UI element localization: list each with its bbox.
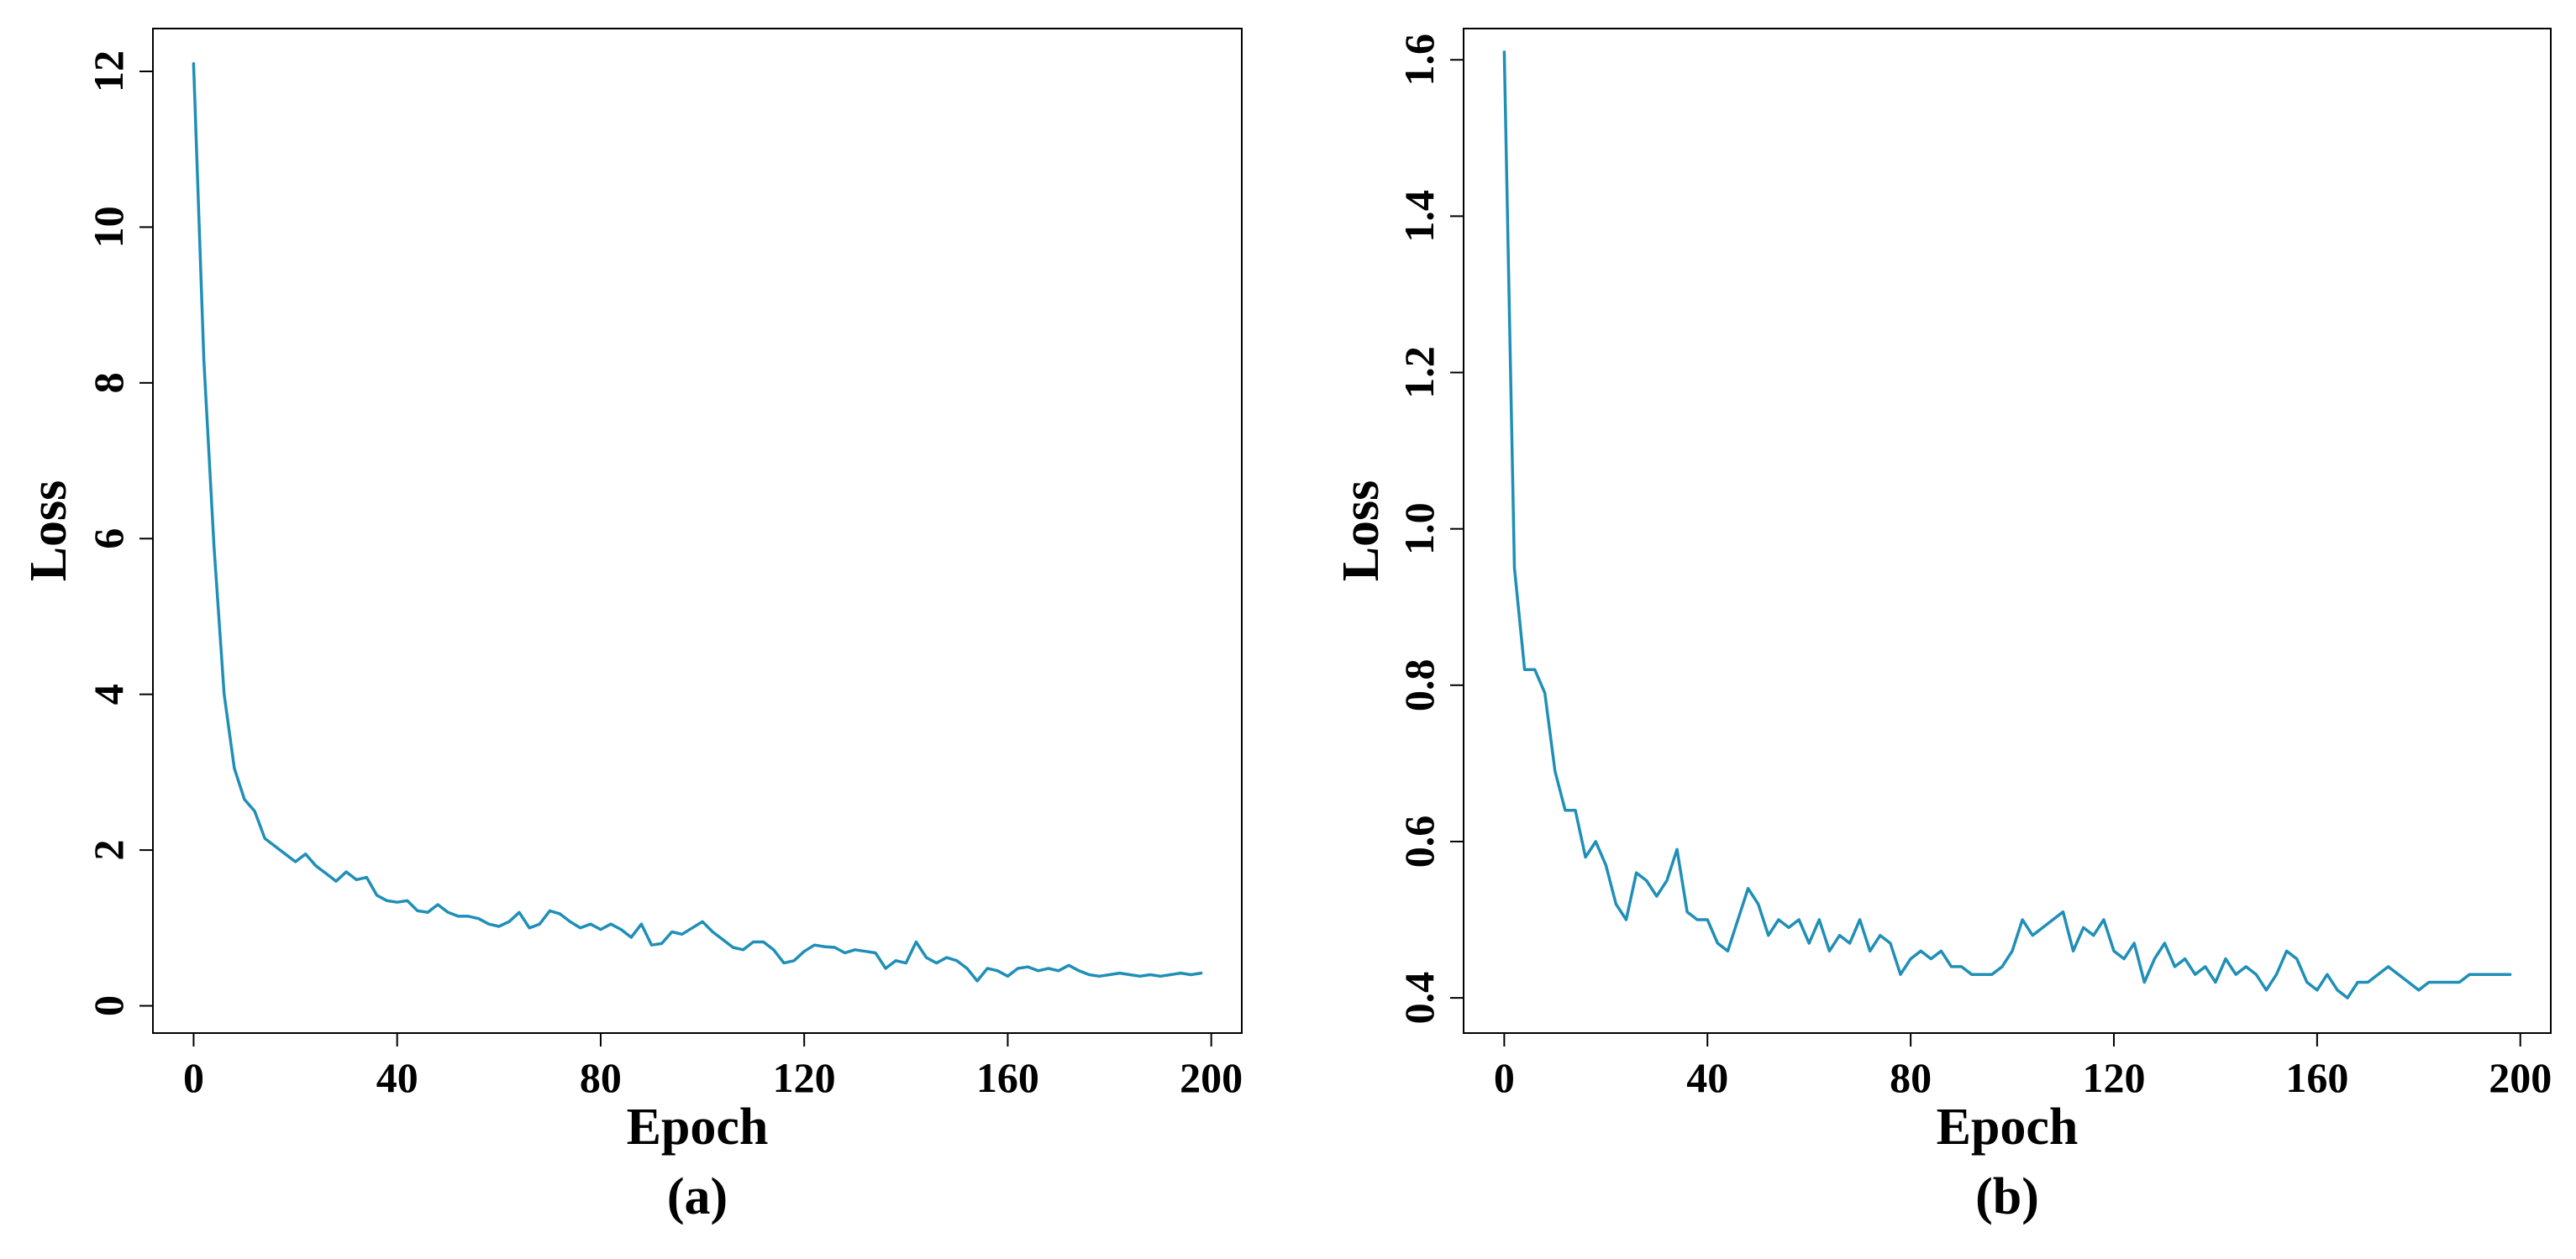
x-tick-label: 200 <box>2489 1054 2552 1101</box>
y-tick-label: 0.4 <box>1396 972 1443 1025</box>
y-tick-label: 4 <box>85 684 132 705</box>
x-tick-label: 40 <box>1686 1054 1728 1101</box>
chart-panel-a: 0 40 80 120 160 200 0 2 4 6 8 10 12 Epoch Loss (a) <box>20 28 1243 1225</box>
y-tick-label: 8 <box>85 372 132 393</box>
x-tick-label: 160 <box>976 1054 1039 1101</box>
y-tick-label: 0.8 <box>1396 659 1443 712</box>
chart-panel-b: 0 40 80 120 160 200 0.4 0.6 0.8 1.0 1.2 1.4 1.6 Epoch… <box>1333 28 2552 1225</box>
loss-series-line <box>1502 50 2512 999</box>
y-tick-label: 6 <box>85 528 132 549</box>
y-tick-label: 1.2 <box>1396 346 1443 399</box>
x-tick-label: 120 <box>773 1054 836 1101</box>
loss-series-line <box>192 61 1203 983</box>
x-tick-label: 40 <box>376 1054 418 1101</box>
y-tick-label: 2 <box>85 840 132 861</box>
y-tick-label: 1.0 <box>1396 502 1443 555</box>
y-tick-label: 0 <box>85 995 132 1016</box>
panel-caption: (b) <box>1975 1168 2039 1225</box>
y-tick-label: 1.6 <box>1396 34 1443 87</box>
x-tick-label: 80 <box>580 1054 622 1101</box>
x-tick-label: 120 <box>2082 1054 2145 1101</box>
y-axis-label: Loss <box>1333 480 1390 582</box>
x-tick-label: 160 <box>2285 1054 2348 1101</box>
x-tick-label: 0 <box>183 1054 204 1101</box>
plot-frame <box>1463 28 2552 1034</box>
x-tick-label: 0 <box>1494 1054 1515 1101</box>
x-axis-label: Epoch <box>627 1099 769 1156</box>
y-tick-label: 12 <box>85 50 132 92</box>
plot-frame <box>152 28 1243 1034</box>
panel-caption: (a) <box>667 1168 728 1225</box>
y-tick-label: 1.4 <box>1396 190 1443 243</box>
y-axis-label: Loss <box>20 480 77 582</box>
y-tick-label: 0.6 <box>1396 816 1443 868</box>
x-tick-label: 200 <box>1180 1054 1243 1101</box>
x-axis-label: Epoch <box>1937 1099 2079 1156</box>
x-tick-label: 80 <box>1890 1054 1932 1101</box>
y-tick-label: 10 <box>85 206 132 248</box>
